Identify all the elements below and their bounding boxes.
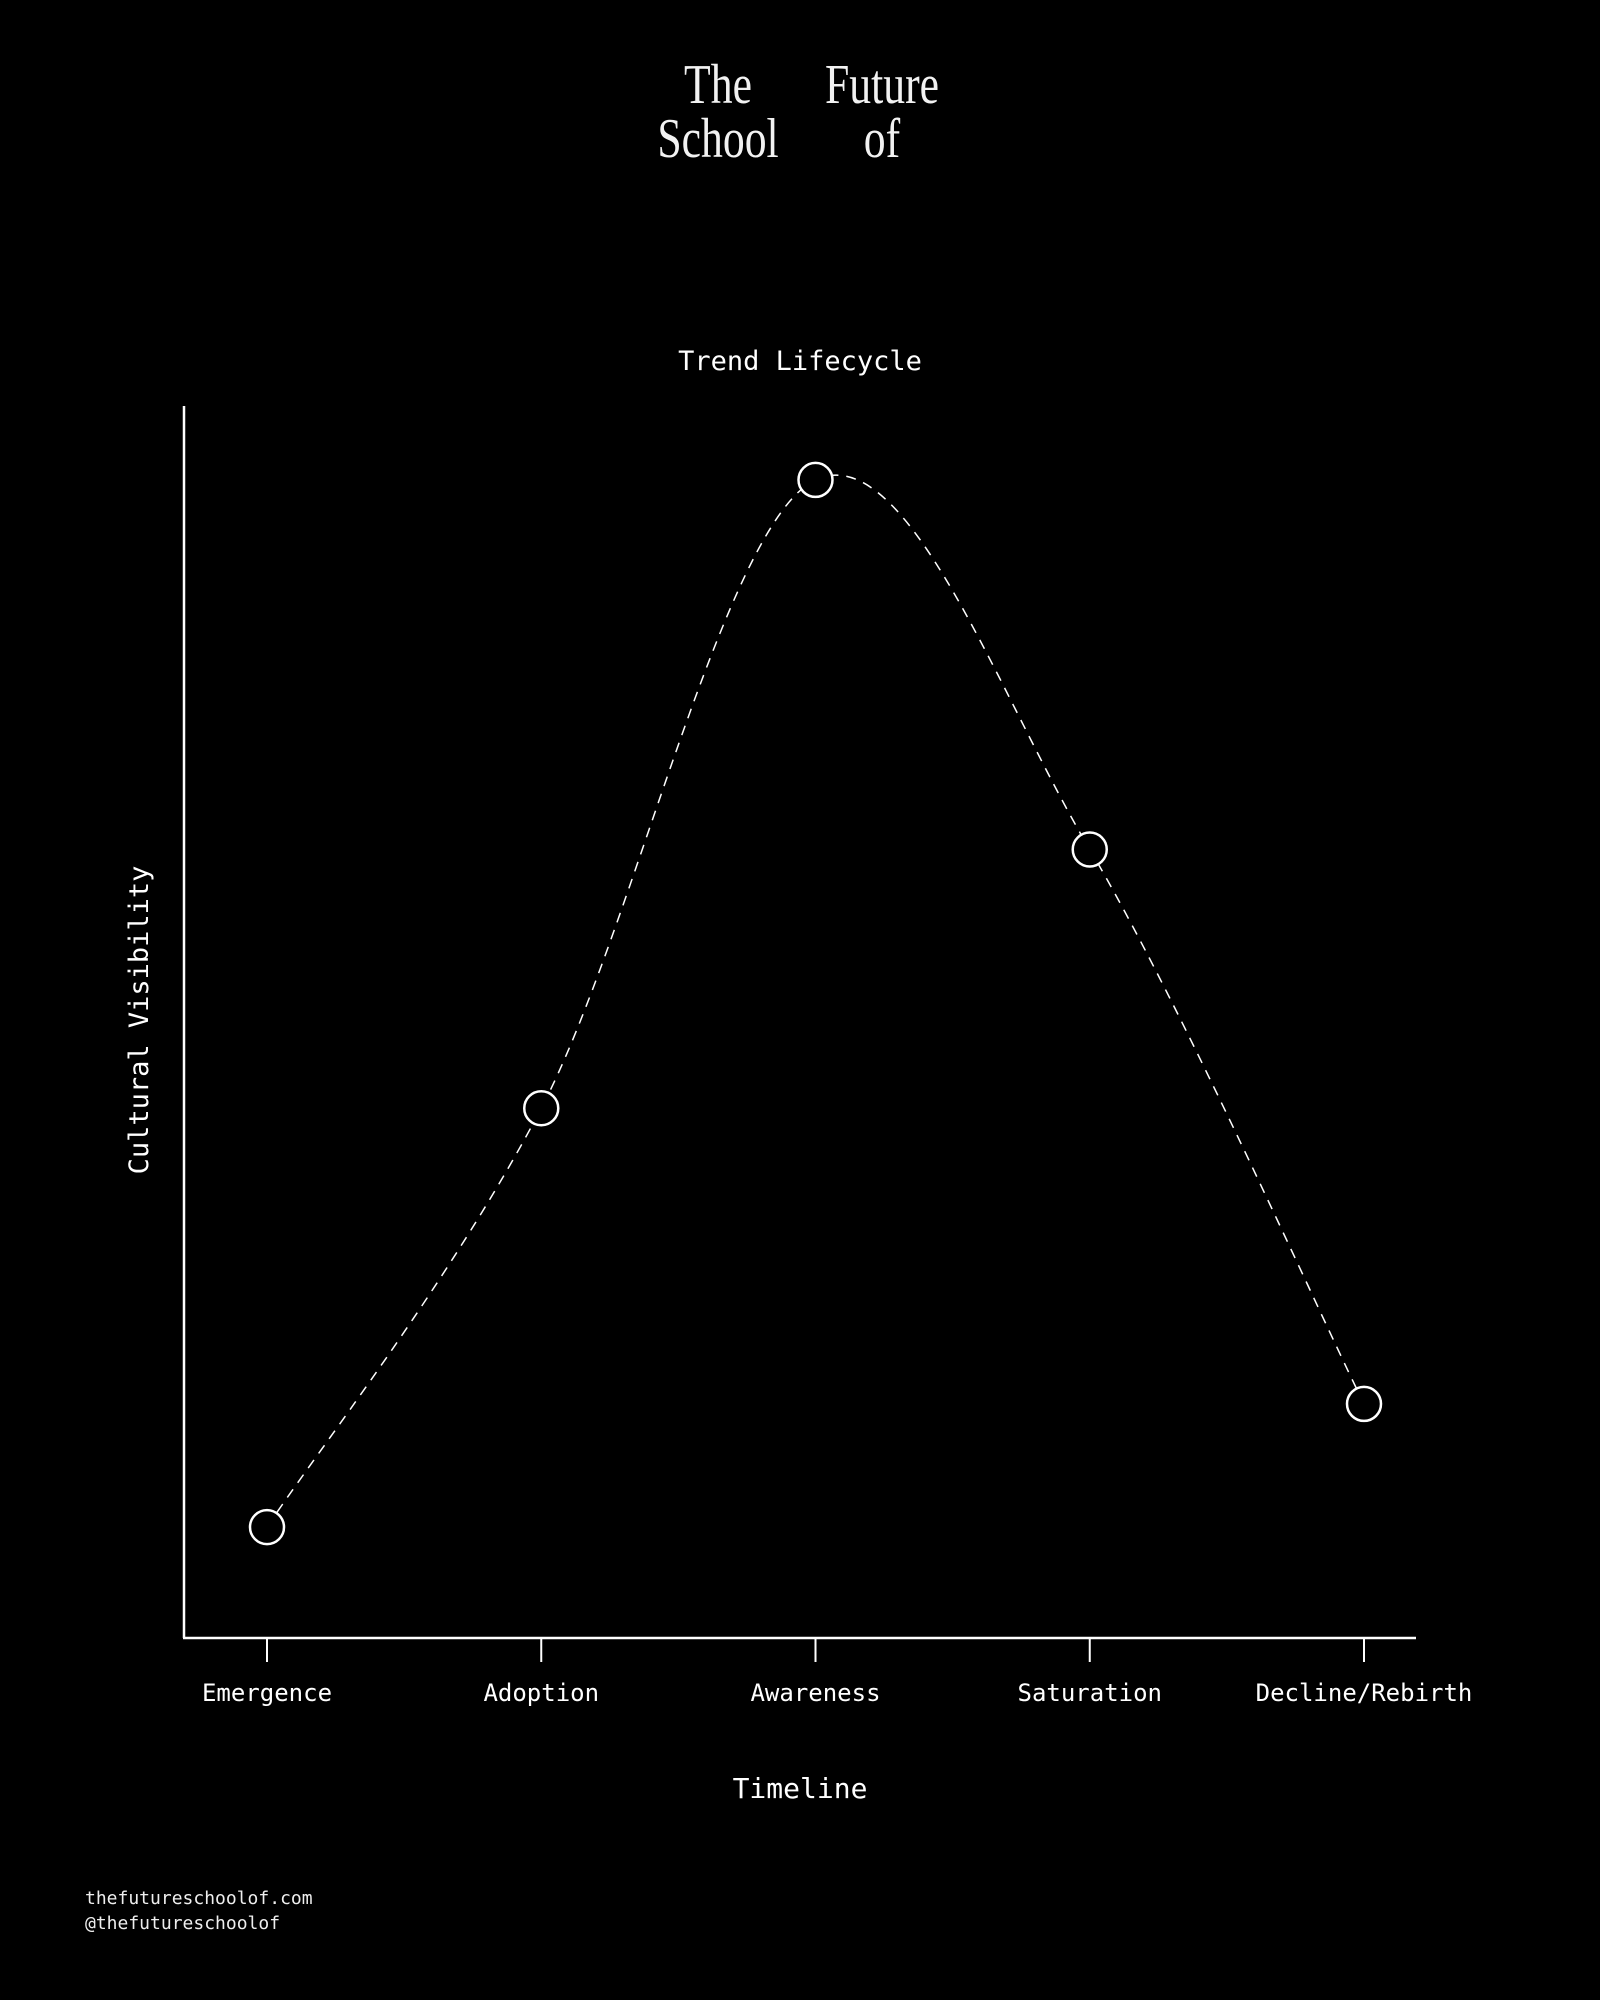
data-point-adoption [523,1089,560,1127]
x-tick-label: Decline/Rebirth [1256,1679,1473,1707]
footer-website[interactable]: thefutureschoolof.com [85,1888,313,1909]
x-tick-label: Saturation [1018,1679,1163,1707]
logo-the: The [684,54,752,116]
logo-future: Future [824,54,940,116]
x-tick-label: Emergence [202,1679,332,1707]
data-point-awareness [797,461,834,499]
logo-school: School [657,108,779,170]
x-axis-label: Timeline [733,1772,868,1805]
x-tick-label: Adoption [483,1679,599,1707]
chart-title: Trend Lifecycle [678,346,922,377]
trend-curve [266,474,1365,1528]
data-point-saturation [1071,831,1108,868]
logo-of: of [863,108,901,170]
y-axis-label: Cultural Visibility [124,866,155,1175]
footer-handle[interactable]: @thefutureschoolof [85,1913,281,1934]
x-tick-label: Awareness [750,1679,880,1707]
data-point-decline-rebirth [1345,1385,1383,1423]
data-point-emergence [248,1508,286,1546]
